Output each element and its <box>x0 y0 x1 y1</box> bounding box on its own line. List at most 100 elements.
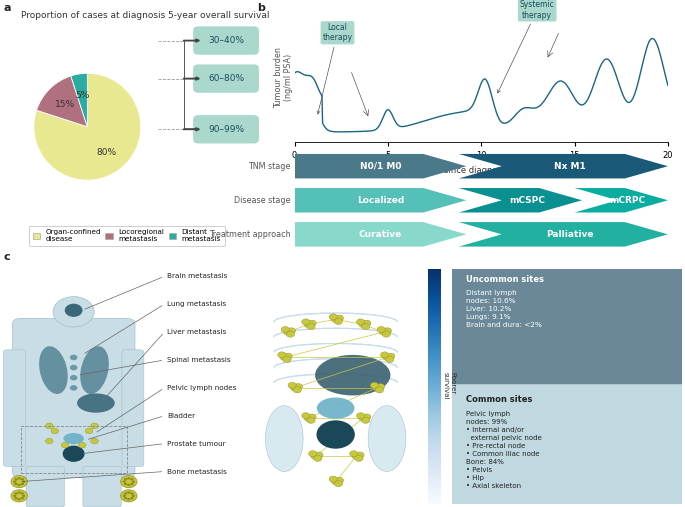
Circle shape <box>51 428 58 434</box>
Circle shape <box>18 491 21 494</box>
Text: Lung metastasis: Lung metastasis <box>167 301 226 307</box>
Circle shape <box>21 483 24 485</box>
Circle shape <box>281 327 289 333</box>
Circle shape <box>14 483 18 485</box>
Text: b: b <box>257 3 264 13</box>
Circle shape <box>307 417 315 423</box>
Circle shape <box>359 415 367 421</box>
Circle shape <box>334 481 342 487</box>
Circle shape <box>130 492 134 495</box>
Circle shape <box>332 316 340 322</box>
Circle shape <box>11 476 27 488</box>
Circle shape <box>334 318 342 324</box>
Text: N0/1 M0: N0/1 M0 <box>360 162 401 171</box>
Text: Curative: Curative <box>359 230 402 239</box>
Polygon shape <box>295 222 466 246</box>
Text: Prostate tumour: Prostate tumour <box>167 441 226 447</box>
Circle shape <box>70 365 77 370</box>
Polygon shape <box>459 188 582 212</box>
Ellipse shape <box>369 406 406 472</box>
Text: TNM stage: TNM stage <box>249 162 291 171</box>
Polygon shape <box>295 154 466 178</box>
Circle shape <box>311 453 319 459</box>
Text: 5%: 5% <box>75 91 90 99</box>
Text: Disease stage: Disease stage <box>234 196 291 205</box>
Circle shape <box>329 476 337 482</box>
Wedge shape <box>71 74 88 127</box>
Ellipse shape <box>315 355 390 395</box>
Legend: Organ-confined
disease, Locoregional
metastasis, Distant
metastasis: Organ-confined disease, Locoregional met… <box>29 226 225 246</box>
Circle shape <box>335 315 343 321</box>
Circle shape <box>355 455 363 461</box>
Circle shape <box>121 476 137 488</box>
Circle shape <box>383 354 391 360</box>
Text: Brain metastasis: Brain metastasis <box>167 273 227 279</box>
FancyBboxPatch shape <box>3 350 25 466</box>
Wedge shape <box>34 74 140 180</box>
Circle shape <box>352 453 360 459</box>
Text: Systemic
therapy: Systemic therapy <box>497 0 555 93</box>
Circle shape <box>335 478 343 484</box>
Circle shape <box>90 438 99 444</box>
Circle shape <box>70 355 77 360</box>
Circle shape <box>308 414 316 420</box>
Circle shape <box>62 442 68 448</box>
Circle shape <box>70 385 77 390</box>
Circle shape <box>301 319 310 325</box>
Circle shape <box>308 451 316 457</box>
Text: Bladder: Bladder <box>167 413 195 419</box>
Circle shape <box>14 492 18 495</box>
Circle shape <box>121 490 137 502</box>
Circle shape <box>316 420 355 449</box>
Y-axis label: Tumour burden
(ng/ml PSA): Tumour burden (ng/ml PSA) <box>274 47 293 108</box>
Wedge shape <box>36 76 87 127</box>
Text: 90–99%: 90–99% <box>208 125 244 134</box>
Circle shape <box>127 498 130 500</box>
Circle shape <box>13 495 16 497</box>
Circle shape <box>70 375 77 380</box>
Circle shape <box>14 497 18 499</box>
Circle shape <box>290 385 299 391</box>
Text: Nx M1: Nx M1 <box>554 162 586 171</box>
Text: Proportion of cases at diagnosis: Proportion of cases at diagnosis <box>21 11 165 20</box>
Text: a: a <box>3 3 11 13</box>
Text: Local
therapy: Local therapy <box>317 23 353 114</box>
FancyBboxPatch shape <box>447 384 685 507</box>
Circle shape <box>278 352 286 358</box>
Circle shape <box>53 297 94 327</box>
Circle shape <box>124 478 127 481</box>
Polygon shape <box>459 154 668 178</box>
X-axis label: Time since diagnosis (years): Time since diagnosis (years) <box>421 166 541 174</box>
Circle shape <box>386 356 394 363</box>
Text: Poorer
survival: Poorer survival <box>443 372 456 399</box>
Circle shape <box>359 321 367 328</box>
Ellipse shape <box>80 346 109 394</box>
Circle shape <box>11 490 27 502</box>
Circle shape <box>124 483 127 485</box>
Circle shape <box>332 479 340 485</box>
Text: mCSPC: mCSPC <box>509 196 545 205</box>
Text: Distant lymph
nodes: 10.6%
Liver: 10.2%
Lungs: 9.1%
Brain and dura: <2%: Distant lymph nodes: 10.6% Liver: 10.2% … <box>466 290 542 328</box>
Polygon shape <box>459 222 668 246</box>
Ellipse shape <box>316 397 354 419</box>
Circle shape <box>124 492 127 495</box>
Circle shape <box>314 452 323 458</box>
Circle shape <box>64 304 82 317</box>
Circle shape <box>304 321 312 328</box>
Circle shape <box>383 328 391 334</box>
Circle shape <box>362 323 370 330</box>
Circle shape <box>45 438 53 444</box>
Circle shape <box>132 495 135 497</box>
FancyBboxPatch shape <box>447 264 685 389</box>
Ellipse shape <box>265 406 303 472</box>
Text: Palliative: Palliative <box>546 230 593 239</box>
Text: Pelvic lymph
nodes: 99%
• Internal and/or
  external pelvic node
• Pre-rectal no: Pelvic lymph nodes: 99% • Internal and/o… <box>466 411 542 489</box>
Circle shape <box>63 446 84 462</box>
Circle shape <box>382 331 390 337</box>
FancyBboxPatch shape <box>83 466 121 507</box>
Circle shape <box>124 497 127 499</box>
Circle shape <box>308 320 316 327</box>
Circle shape <box>362 417 370 423</box>
Circle shape <box>22 495 25 497</box>
Circle shape <box>373 385 381 391</box>
